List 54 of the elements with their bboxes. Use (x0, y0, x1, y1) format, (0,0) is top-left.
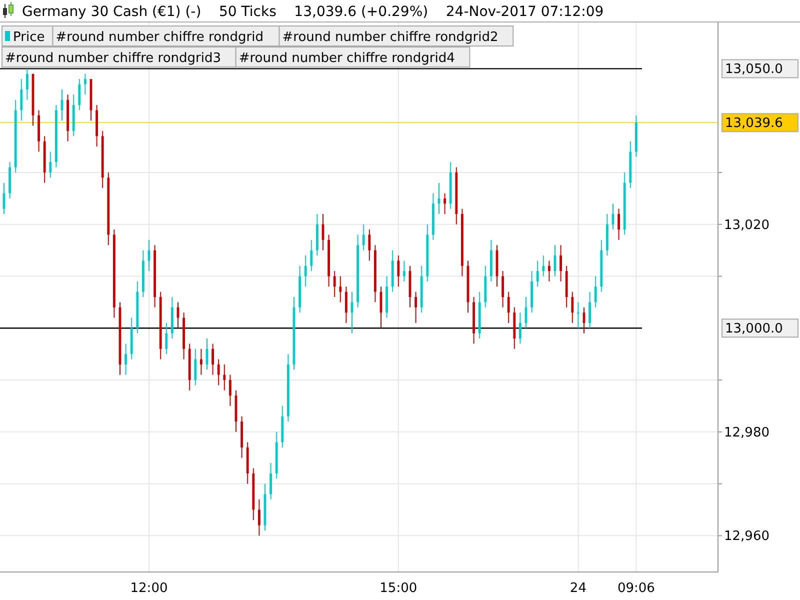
candlestick (444, 192, 446, 214)
candlestick (49, 151, 52, 178)
candlestick (414, 291, 417, 324)
candlestick (229, 374, 232, 406)
candlestick (403, 260, 406, 282)
candlestick (594, 276, 597, 308)
ref-line-label: 13,039.6 (725, 116, 783, 132)
candlestick (124, 343, 127, 376)
candlestick (78, 78, 81, 111)
candlestick (519, 312, 522, 344)
candlestick (345, 286, 348, 324)
legend-label: Price (13, 30, 45, 45)
candlestick (333, 270, 336, 298)
chart-title: Germany 30 Cash (€1) (-) 50 Ticks 13,039.6 (+0.29%) 24-Nov-2017 07:12:09 (22, 4, 604, 20)
candlestick (560, 244, 562, 282)
candlestick (618, 208, 620, 240)
y-tick-label: 12,960 (724, 529, 770, 544)
x-tick-label: 12:00 (130, 581, 168, 596)
candlestick (84, 73, 86, 96)
x-tick-label: 24 (570, 581, 586, 596)
candlestick (217, 358, 220, 386)
candlestick (310, 239, 313, 272)
candlestick (223, 364, 226, 391)
y-tick-label: 12,980 (724, 425, 770, 440)
candlestick (368, 229, 371, 262)
candlestick (571, 291, 574, 324)
candlestick (397, 254, 400, 288)
candlestick (194, 348, 197, 386)
candlestick (20, 78, 23, 122)
candlestick (270, 462, 272, 500)
x-tick-label: 09:06 (617, 581, 655, 596)
candlestick (548, 260, 550, 282)
candlestick (577, 302, 580, 329)
annotation: #round number chiffre rondgrid3 (5, 51, 222, 66)
annotation: #round number chiffre rondgrid4 (238, 51, 455, 66)
candlestick (502, 270, 504, 308)
candlestick (542, 254, 545, 277)
y-tick-label: 13,020 (724, 218, 770, 233)
candlestick (26, 68, 28, 100)
candlestick (362, 224, 365, 251)
candlestick (258, 498, 260, 536)
candlestick (212, 343, 214, 376)
candlestick (507, 291, 510, 324)
candlestick (304, 254, 307, 288)
x-tick-label: 15:00 (380, 581, 418, 596)
annotation: #round number chiffre rondgrid2 (282, 30, 498, 45)
candlestick (588, 291, 591, 329)
candlestick (200, 348, 202, 376)
candlestick (165, 322, 168, 355)
annotation: #round number chiffre rondgrid (56, 30, 264, 45)
candlestick (339, 276, 342, 303)
ref-line-label: 13,050.0 (725, 62, 783, 78)
candlestick (536, 260, 539, 288)
ref-line-label: 13,000.0 (725, 322, 783, 337)
